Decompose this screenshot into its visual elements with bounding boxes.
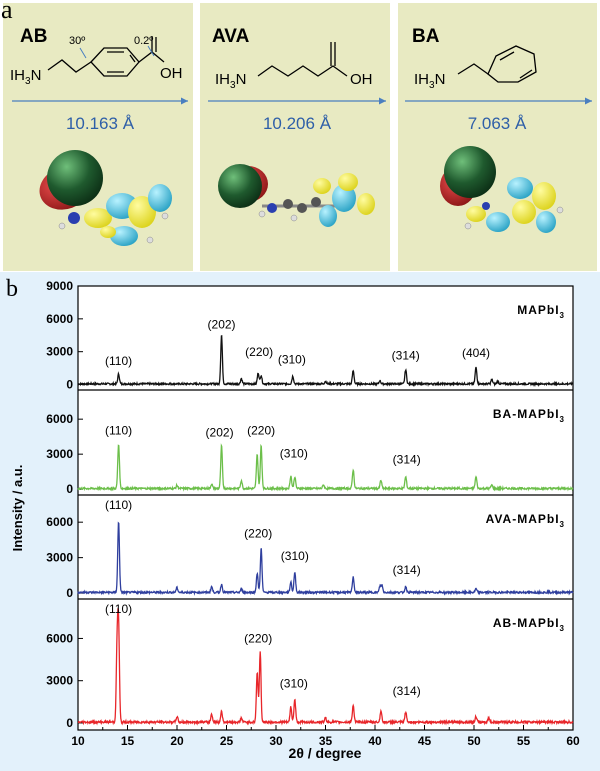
ab-formula: IH3N	[10, 67, 41, 87]
ab-length: 10.163 Å	[66, 114, 135, 133]
ba-formula: IH3N	[414, 71, 445, 91]
series-label: MAPbI3	[517, 303, 565, 320]
y-tick-label: 3000	[46, 674, 73, 688]
peak-annotation: (110)	[105, 498, 132, 512]
ava-oh: OH	[350, 71, 373, 88]
x-tick-label: 55	[517, 734, 531, 748]
x-tick-label: 50	[467, 734, 481, 748]
peak-annotation: (314)	[393, 684, 421, 698]
ba-molecule: BA IH3N 7.063 Å	[405, 26, 592, 233]
y-tick-label: 0	[66, 482, 73, 496]
x-tick-label: 10	[71, 734, 85, 748]
ab-name: AB	[20, 26, 47, 47]
x-axis-label: 2θ / degree	[289, 745, 362, 761]
peak-annotation: (220)	[244, 632, 272, 646]
ava-formula: IH3N	[215, 71, 246, 91]
peak-annotation: (310)	[280, 447, 308, 461]
ab-molecule: AB IH3N OH 30º 0.2º 10.163 Å	[10, 26, 188, 246]
panel-b-letter: b	[6, 276, 18, 302]
peak-annotation: (202)	[208, 318, 236, 332]
panel-a-letter: a	[1, 0, 13, 24]
y-tick-label: 6000	[46, 631, 73, 645]
peak-annotation: (310)	[281, 549, 309, 563]
y-tick-label: 0	[66, 586, 73, 600]
peak-annotation: (202)	[206, 426, 234, 440]
x-tick-label: 35	[319, 734, 333, 748]
peak-annotation: (310)	[280, 677, 308, 691]
y-tick-label: 6000	[46, 412, 73, 426]
ab-oh: OH	[160, 65, 183, 82]
series-line	[77, 443, 574, 492]
y-tick-label: 0	[66, 378, 73, 392]
y-tick-label: 9000	[46, 279, 73, 293]
y-tick-label: 6000	[46, 312, 73, 326]
y-tick-label: 3000	[46, 345, 73, 359]
series-line	[77, 521, 574, 596]
x-tick-label: 40	[368, 734, 382, 748]
ba-length: 7.063 Å	[468, 114, 527, 133]
ba-name: BA	[412, 26, 440, 47]
x-tick-label: 30	[269, 734, 283, 748]
ava-length: 10.206 Å	[263, 114, 332, 133]
x-tick-label: 25	[220, 734, 234, 748]
peak-annotation: (404)	[462, 346, 490, 360]
y-tick-label: 3000	[46, 551, 73, 565]
ab-angle-1: 30º	[69, 35, 85, 47]
x-tick-label: 20	[170, 734, 184, 748]
y-tick-label: 3000	[46, 447, 73, 461]
series-line	[77, 608, 574, 726]
peak-annotation: (110)	[105, 423, 132, 437]
y-tick-label: 6000	[46, 515, 73, 529]
peak-annotation: (220)	[244, 527, 272, 541]
y-tick-label: 0	[66, 716, 73, 730]
peak-annotation: (220)	[247, 423, 275, 437]
peak-annotation: (220)	[245, 345, 273, 359]
ava-box	[200, 3, 390, 271]
peak-annotation: (314)	[392, 348, 420, 362]
plot-area	[77, 285, 574, 731]
peak-annotation: (110)	[105, 354, 132, 368]
ab-angle-2: 0.2º	[134, 35, 153, 47]
series-label: AB-MAPbI3	[493, 616, 565, 633]
x-tick-label: 15	[121, 734, 135, 748]
series-label: BA-MAPbI3	[493, 407, 565, 424]
ava-molecule: AVA IH3N OH 10.206 Å	[208, 26, 386, 227]
peak-annotation: (314)	[393, 563, 421, 577]
peak-annotation: (110)	[105, 602, 132, 616]
y-axis-label: Intensity / a.u.	[10, 465, 25, 552]
peak-annotation: (314)	[393, 453, 421, 467]
ava-name: AVA	[212, 26, 250, 47]
x-tick-label: 60	[566, 734, 580, 748]
series-label: AVA-MAPbI3	[486, 512, 565, 529]
series-line	[77, 335, 573, 388]
x-tick-label: 45	[418, 734, 432, 748]
peak-annotation: (310)	[278, 353, 306, 367]
molecule-panel: AB IH3N OH 30º 0.2º 10.163 Å AVA IH3N	[1, 0, 597, 271]
